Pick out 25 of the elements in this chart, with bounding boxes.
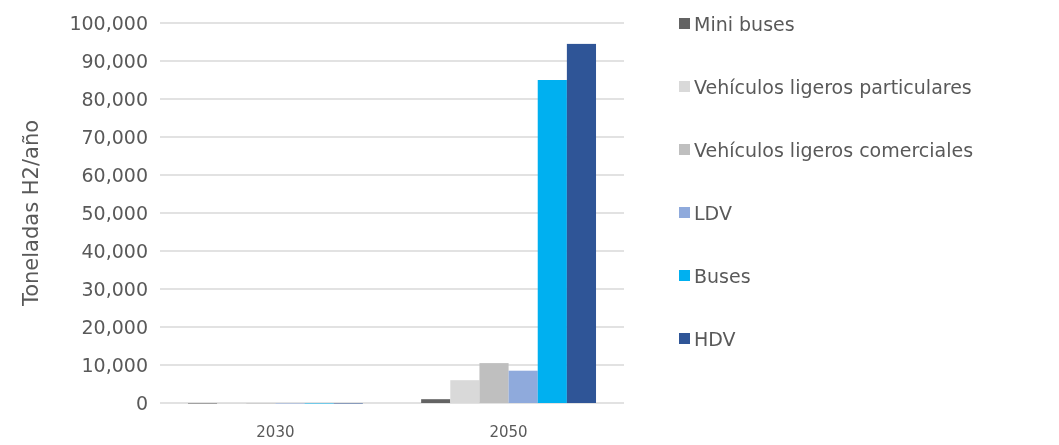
legend-label: Mini buses bbox=[694, 12, 795, 35]
legend-label: Vehículos ligeros comerciales bbox=[694, 138, 974, 161]
x-tick-label: 2030 bbox=[256, 423, 295, 441]
bar bbox=[537, 80, 567, 403]
y-tick-label: 90,000 bbox=[81, 49, 148, 72]
bar bbox=[421, 399, 451, 403]
bar bbox=[566, 43, 597, 403]
y-tick-label: 50,000 bbox=[81, 201, 148, 224]
y-tick-label: 30,000 bbox=[81, 277, 148, 300]
legend-label: Vehículos ligeros particulares bbox=[694, 75, 972, 98]
x-tick-label: 2050 bbox=[489, 423, 528, 441]
bar bbox=[508, 370, 538, 403]
y-tick-label: 20,000 bbox=[81, 315, 148, 338]
legend-label: Buses bbox=[694, 264, 751, 287]
y-tick-label: 100,000 bbox=[69, 11, 148, 34]
legend-label: HDV bbox=[694, 327, 736, 350]
y-tick-label: 60,000 bbox=[81, 163, 148, 186]
bar bbox=[479, 363, 509, 403]
legend-label: LDV bbox=[694, 201, 732, 224]
y-tick-label: 80,000 bbox=[81, 87, 148, 110]
y-tick-label: 70,000 bbox=[81, 125, 148, 148]
y-tick-label: 10,000 bbox=[81, 353, 148, 376]
y-tick-label: 40,000 bbox=[81, 239, 148, 262]
y-axis-title: Toneladas H2/año bbox=[19, 119, 43, 308]
y-tick-label: 0 bbox=[135, 391, 148, 414]
